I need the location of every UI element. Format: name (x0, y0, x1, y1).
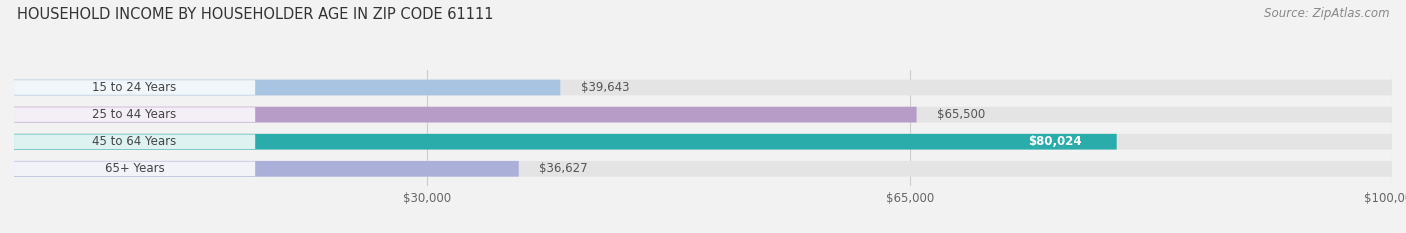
FancyBboxPatch shape (14, 134, 1392, 150)
Text: HOUSEHOLD INCOME BY HOUSEHOLDER AGE IN ZIP CODE 61111: HOUSEHOLD INCOME BY HOUSEHOLDER AGE IN Z… (17, 7, 494, 22)
FancyBboxPatch shape (14, 80, 561, 95)
Text: $36,627: $36,627 (540, 162, 588, 175)
FancyBboxPatch shape (14, 107, 1392, 123)
FancyBboxPatch shape (14, 107, 256, 122)
FancyBboxPatch shape (14, 161, 256, 176)
Text: 15 to 24 Years: 15 to 24 Years (93, 81, 177, 94)
Text: $39,643: $39,643 (581, 81, 630, 94)
FancyBboxPatch shape (14, 107, 917, 123)
Text: $80,024: $80,024 (1029, 135, 1083, 148)
FancyBboxPatch shape (14, 161, 519, 177)
FancyBboxPatch shape (14, 80, 256, 95)
Text: 45 to 64 Years: 45 to 64 Years (93, 135, 177, 148)
Text: 25 to 44 Years: 25 to 44 Years (93, 108, 177, 121)
FancyBboxPatch shape (14, 134, 256, 149)
FancyBboxPatch shape (14, 161, 1392, 177)
Text: Source: ZipAtlas.com: Source: ZipAtlas.com (1264, 7, 1389, 20)
Text: $65,500: $65,500 (938, 108, 986, 121)
FancyBboxPatch shape (14, 80, 1392, 95)
FancyBboxPatch shape (14, 134, 1116, 150)
Text: 65+ Years: 65+ Years (105, 162, 165, 175)
